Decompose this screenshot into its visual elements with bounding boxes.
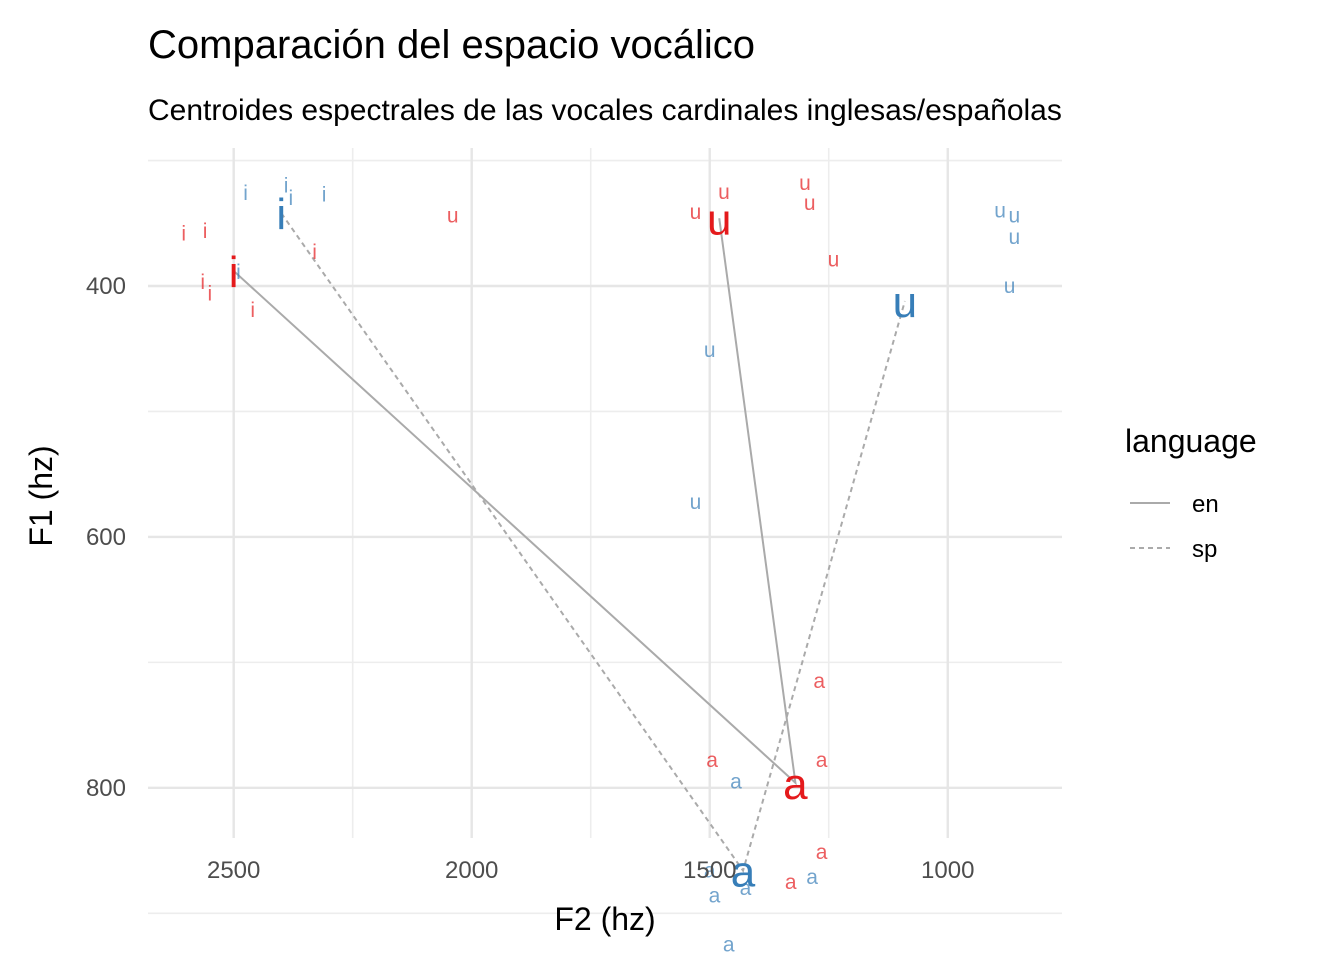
token-label-sp: u xyxy=(994,200,1006,223)
centroid-label-en-u: u xyxy=(707,195,731,244)
token-label-sp: a xyxy=(740,877,752,900)
token-label-sp: u xyxy=(704,339,716,362)
token-label-en: i xyxy=(250,299,255,322)
token-label-sp: i xyxy=(236,261,241,284)
token-label-en: i xyxy=(208,283,213,306)
chart-title: Comparación del espacio vocálico xyxy=(148,23,755,67)
x-tick-label: 1000 xyxy=(921,857,974,884)
token-label-sp: a xyxy=(709,885,721,908)
token-label-en: u xyxy=(804,192,816,215)
token-label-sp: a xyxy=(723,934,735,957)
chart-subtitle: Centroides espectrales de las vocales ca… xyxy=(148,94,1062,127)
legend-label-en: en xyxy=(1192,491,1219,518)
token-label-sp: u xyxy=(1004,275,1016,298)
token-label-sp: i xyxy=(322,183,327,206)
y-axis-ticks: 400 600 800 xyxy=(86,273,126,802)
legend-title: language xyxy=(1125,423,1257,459)
token-label-en: a xyxy=(813,670,825,693)
x-axis-ticks: 2500 2000 1500 1000 xyxy=(207,857,974,884)
token-label-en: u xyxy=(828,249,840,272)
centroid-label-en-a: a xyxy=(783,760,808,809)
token-label-en: i xyxy=(203,220,208,243)
token-label-en: i xyxy=(200,271,205,294)
x-tick-label: 1500 xyxy=(683,857,736,884)
x-tick-label: 2000 xyxy=(445,857,498,884)
token-label-sp: i xyxy=(284,175,289,198)
token-label-en: a xyxy=(785,871,797,894)
x-axis-title: F2 (hz) xyxy=(554,901,655,937)
y-tick-label: 800 xyxy=(86,775,126,802)
vowel-centroids: i u a i u a xyxy=(229,190,917,896)
token-label-sp: u xyxy=(690,491,702,514)
token-label-en: a xyxy=(816,749,828,772)
y-tick-label: 400 xyxy=(86,273,126,300)
centroid-label-sp-u: u xyxy=(893,278,917,327)
vowel-triangle-sp xyxy=(280,212,906,873)
y-axis-title: F1 (hz) xyxy=(23,445,59,546)
y-tick-label: 600 xyxy=(86,524,126,551)
centroid-label-sp-i: i xyxy=(276,190,286,239)
grid xyxy=(148,148,1062,915)
token-label-sp: i xyxy=(288,187,293,210)
token-label-sp: u xyxy=(1009,226,1021,249)
token-label-sp: a xyxy=(730,771,742,794)
token-label-en: i xyxy=(181,222,186,245)
centroid-label-sp-a: a xyxy=(731,848,756,897)
token-label-sp: i xyxy=(243,182,248,205)
legend: language en sp xyxy=(1125,423,1257,563)
token-label-sp: a xyxy=(806,866,818,889)
vowel-triangle-en xyxy=(233,218,797,786)
token-label-en: u xyxy=(690,201,702,224)
vowel-triangles xyxy=(233,212,906,873)
centroid-label-en-i: i xyxy=(229,248,239,297)
token-label-en: a xyxy=(706,749,718,772)
token-label-sp: u xyxy=(1009,205,1021,228)
token-label-en: u xyxy=(718,181,730,204)
token-label-en: a xyxy=(816,841,828,864)
token-label-en: i xyxy=(312,241,317,264)
token-label-sp: a xyxy=(704,860,716,883)
legend-label-sp: sp xyxy=(1192,536,1217,563)
token-label-en: u xyxy=(799,172,811,195)
token-label-en: u xyxy=(447,205,459,228)
x-tick-label: 2500 xyxy=(207,857,260,884)
